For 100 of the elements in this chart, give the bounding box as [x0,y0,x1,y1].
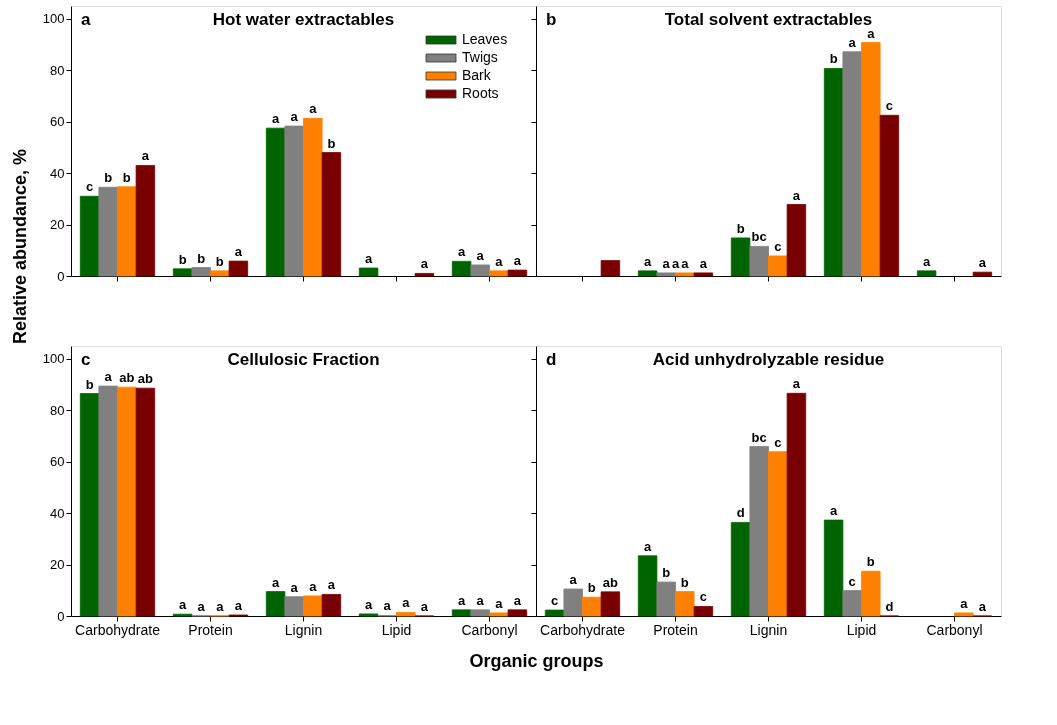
data-label: c [699,589,708,605]
data-label: c [774,434,782,450]
bar [786,204,807,277]
data-label: a [569,572,578,587]
bar [507,609,528,617]
chart-title: Acid unhydrolyzable residue [652,350,885,369]
bar [303,595,323,617]
chart-title: Hot water extractables [212,10,395,29]
data-label: a [104,369,113,385]
data-label: a [234,597,243,613]
annotation: d [546,350,557,369]
x-tick-label: Protein [653,621,698,638]
bar [135,165,156,277]
bar [117,386,137,617]
bar [693,606,714,617]
data-label: a [178,597,187,613]
bar [693,272,714,277]
chart-title: Cellulosic Fraction [227,350,380,369]
data-label: b [736,220,745,236]
bar [823,519,844,617]
data-label: ab [119,370,135,386]
bar [489,612,509,617]
data-label: ab [602,574,619,590]
bar [749,246,769,277]
y-tick-label: 100 [42,11,65,27]
bar [972,271,993,277]
data-label: b [680,574,689,590]
bar [321,594,342,617]
data-label: a [643,538,652,554]
y-tick-label: 100 [42,351,65,367]
x-tick-label: Carbohydrate [75,621,161,638]
bar [582,596,602,617]
x-tick-label: Carbonyl [461,621,518,638]
y-tick-label: 60 [50,114,65,130]
data-label: a [643,253,652,269]
data-label: b [85,376,94,392]
bar [451,260,472,277]
data-label: a [848,34,857,50]
bar [284,596,304,617]
x-tick-label: Protein [188,621,233,638]
bar [749,446,769,617]
data-label: a [364,596,373,612]
data-label: a [234,244,243,260]
bar [451,609,472,617]
y-tick-label: 0 [57,268,65,284]
data-label: a [402,595,411,611]
y-tick-label: 80 [50,402,65,418]
bar [861,42,881,277]
y-tick-label: 20 [50,217,65,233]
x-tick-label: Lignin [284,621,323,638]
x-axis-title: Organic groups [469,650,604,671]
bar [79,195,100,277]
data-label: a [978,599,987,614]
data-label: a [457,244,466,260]
x-tick-label: Carbonyl [926,621,983,638]
bar [414,273,435,277]
data-label: bc [751,429,767,445]
bar [637,270,658,277]
data-label: c [550,593,559,609]
data-label: a [271,111,280,127]
bar [563,588,583,617]
bar [210,270,230,277]
y-tick-label: 60 [50,454,65,470]
bar [675,591,695,617]
legend-label: Twigs [462,49,498,65]
data-label: a [420,599,429,614]
annotation: a [81,10,91,29]
data-label: b [104,170,113,186]
data-label: a [271,574,280,590]
annotation: a [671,255,680,271]
data-label: d [736,505,745,521]
y-tick-label: 0 [57,608,65,624]
legend-label: Bark [462,67,492,83]
bar [470,609,490,617]
bar [954,612,974,617]
data-label: c [774,238,782,254]
bar [637,555,658,617]
data-label: a [290,579,299,595]
y-tick-label: 80 [50,62,65,78]
bar [98,385,118,617]
bar [79,393,100,617]
bar [656,272,676,277]
data-label: bc [751,229,767,245]
data-label: a [420,256,429,272]
x-tick-label: Lipid [381,621,412,638]
data-label: ab [137,371,154,387]
bar [172,268,193,277]
data-label: a [792,187,801,203]
data-label: a [383,598,392,614]
bar [191,267,211,277]
bar [842,51,862,277]
y-axis-title: Relative abundance, % [9,148,30,345]
data-label: a [476,247,485,263]
bar [470,264,490,277]
bar [544,609,565,617]
data-label: a [197,598,206,614]
data-label: a [476,592,485,608]
bar [916,270,937,277]
data-label: a [216,598,225,614]
bar [600,260,621,277]
